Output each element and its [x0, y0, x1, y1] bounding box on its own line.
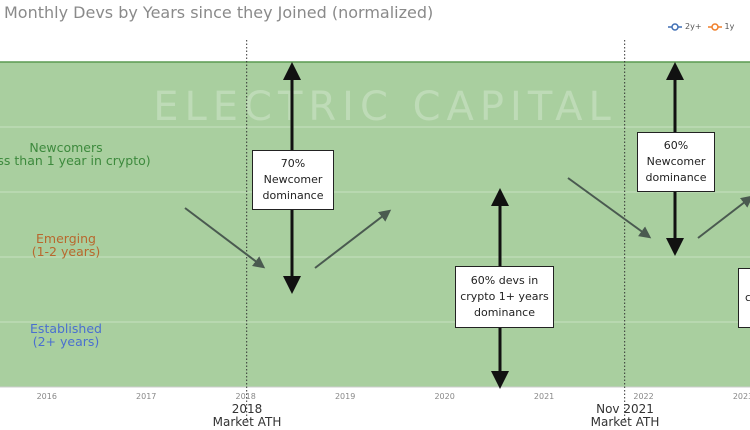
x-tick-label: 2021: [534, 392, 554, 401]
label-emerging: Emerging (1-2 years): [31, 231, 101, 259]
legend-item-2y[interactable]: 2y+: [668, 22, 702, 31]
x-tick-label: 2020: [434, 392, 454, 401]
ath-2018-label: 2018 Market ATH: [212, 402, 282, 429]
x-tick-label: 2023: [733, 392, 750, 401]
trend-arrow: [697, 195, 750, 239]
legend: 2y+ 1y: [668, 22, 734, 31]
watermark: ELECTRIC CAPITAL: [153, 84, 617, 130]
x-tick-label: 2018: [236, 392, 256, 401]
annotation-60-established: 60% devs in crypto 1+ years dominance: [455, 266, 554, 328]
x-tick-label: 2017: [136, 392, 156, 401]
annotation-cut-off: c: [738, 268, 750, 328]
ath-2021-label: Nov 2021 Market ATH: [590, 402, 660, 429]
trend-arrow: [184, 207, 266, 269]
annotation-70-newcomer: 70% Newcomer dominance: [252, 150, 334, 210]
x-tick-label: 2016: [37, 392, 57, 401]
x-tick-label: 2022: [633, 392, 653, 401]
trend-arrow: [567, 177, 652, 239]
trend-arrow: [314, 209, 392, 269]
label-established: Established (2+ years): [30, 321, 102, 349]
annotation-60-newcomer: 60% Newcomer dominance: [637, 132, 715, 192]
chart-title: Monthly Devs by Years since they Joined …: [4, 3, 434, 22]
legend-item-1y[interactable]: 1y: [707, 22, 734, 31]
area-newcomers: [0, 62, 750, 387]
label-newcomers: Newcomers(less than 1 year in crypto): [0, 140, 151, 168]
x-tick-label: 2019: [335, 392, 355, 401]
